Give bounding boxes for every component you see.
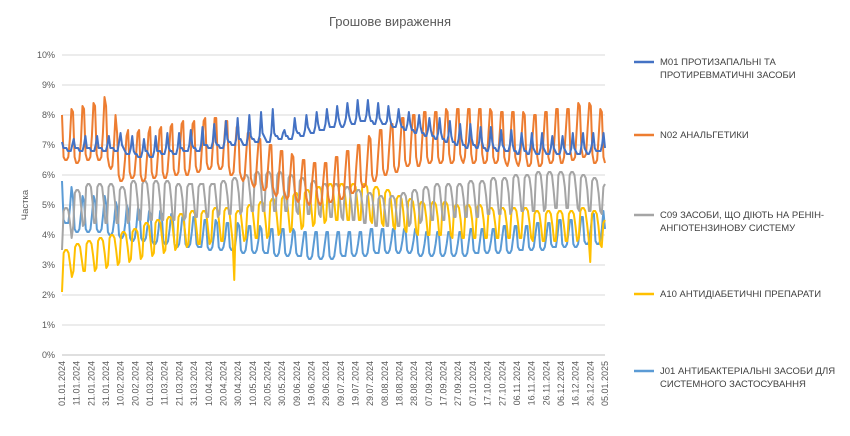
x-tick-label: 30.05.2024: [277, 361, 287, 406]
x-tick-label: 21.01.2024: [86, 361, 96, 406]
x-tick-label: 17.10.2024: [483, 361, 493, 406]
y-tick-label: 1%: [42, 320, 55, 330]
legend-item-j01: J01 АНТИБАКТЕРІАЛЬНІ ЗАСОБИ ДЛЯ СИСТЕМНОГ…: [634, 366, 835, 390]
x-tick-label: 27.09.2024: [453, 361, 463, 406]
x-tick-label: 27.10.2024: [497, 361, 507, 406]
x-tick-label: 10.04.2024: [204, 361, 214, 406]
y-tick-label: 3%: [42, 260, 55, 270]
x-tick-label: 31.01.2024: [101, 361, 111, 406]
x-tick-label: 01.03.2024: [145, 361, 155, 406]
series-line-j01: [61, 180, 606, 260]
x-tick-label: 10.05.2024: [248, 361, 258, 406]
x-tick-label: 16.12.2024: [571, 361, 581, 406]
x-axis-ticks: 01.01.2024 11.01.2024 21.01.2024 31.01.2024…: [57, 361, 610, 406]
y-tick-label: 5%: [42, 200, 55, 210]
x-tick-label: 09.06.2024: [292, 361, 302, 406]
x-tick-label: 26.12.2024: [585, 361, 595, 406]
x-tick-label: 06.12.2024: [556, 361, 566, 406]
x-tick-label: 09.07.2024: [336, 361, 346, 406]
x-tick-label: 29.06.2024: [321, 361, 331, 406]
x-tick-label: 28.08.2024: [409, 361, 419, 406]
y-axis-label: Частка: [20, 189, 31, 220]
x-tick-label: 19.07.2024: [351, 361, 361, 406]
x-tick-label: 26.11.2024: [541, 361, 551, 405]
y-tick-label: 10%: [37, 50, 55, 60]
legend-label: N02 АНАЛЬГЕТИКИ: [660, 130, 749, 141]
legend-label: ПРОТИРЕВМАТИЧНІ ЗАСОБИ: [660, 70, 796, 81]
y-axis-ticks: 0% 1% 2% 3% 4% 5% 6% 7% 8% 9% 10%: [37, 50, 55, 360]
x-tick-label: 19.06.2024: [306, 361, 316, 406]
y-tick-label: 0%: [42, 350, 55, 360]
x-tick-label: 07.09.2024: [424, 361, 434, 406]
x-tick-label: 05.01.2025: [600, 361, 610, 406]
legend-label: АНГІОТЕНЗИНОВУ СИСТЕМУ: [660, 223, 796, 234]
x-tick-label: 21.03.2024: [174, 361, 184, 406]
legend-item-a10: A10 АНТИДІАБЕТИЧНІ ПРЕПАРАТИ: [634, 289, 821, 300]
x-tick-label: 17.09.2024: [439, 361, 449, 406]
legend-label: J01 АНТИБАКТЕРІАЛЬНІ ЗАСОБИ ДЛЯ: [660, 366, 835, 377]
y-tick-label: 9%: [42, 80, 55, 90]
x-tick-label: 07.10.2024: [468, 361, 478, 406]
x-tick-label: 11.01.2024: [72, 361, 82, 405]
x-tick-label: 20.05.2024: [262, 361, 272, 406]
legend-label: M01 ПРОТИЗАПАЛЬНІ ТА: [660, 57, 777, 68]
x-tick-label: 31.03.2024: [189, 361, 199, 406]
y-tick-label: 6%: [42, 170, 55, 180]
chart-title: Грошове вираження: [329, 14, 451, 29]
x-tick-label: 10.02.2024: [116, 361, 126, 406]
x-tick-label: 08.08.2024: [380, 361, 390, 406]
legend-item-n02: N02 АНАЛЬГЕТИКИ: [634, 130, 749, 141]
series-lines: [61, 96, 606, 293]
legend-label: C09 ЗАСОБИ, ЩО ДІЮТЬ НА РЕНІН-: [660, 210, 824, 221]
legend-item-m01: M01 ПРОТИЗАПАЛЬНІ ТА ПРОТИРЕВМАТИЧНІ ЗАСО…: [634, 57, 796, 81]
x-tick-label: 20.04.2024: [218, 361, 228, 406]
y-tick-label: 8%: [42, 110, 55, 120]
x-tick-label: 16.11.2024: [527, 361, 537, 405]
legend: M01 ПРОТИЗАПАЛЬНІ ТА ПРОТИРЕВМАТИЧНІ ЗАСО…: [634, 57, 835, 390]
x-tick-label: 29.07.2024: [365, 361, 375, 406]
y-tick-label: 7%: [42, 140, 55, 150]
series-line-m01: [61, 99, 606, 158]
x-tick-label: 18.08.2024: [395, 361, 405, 406]
x-tick-label: 11.03.2024: [160, 361, 170, 405]
legend-label: A10 АНТИДІАБЕТИЧНІ ПРЕПАРАТИ: [660, 289, 821, 300]
series-line-n02: [61, 96, 606, 206]
legend-label: СИСТЕМНОГО ЗАСТОСУВАННЯ: [660, 379, 806, 390]
x-tick-label: 01.01.2024: [57, 361, 67, 406]
x-tick-label: 06.11.2024: [512, 361, 522, 405]
x-tick-label: 30.04.2024: [233, 361, 243, 406]
x-tick-label: 20.02.2024: [130, 361, 140, 406]
y-tick-label: 2%: [42, 290, 55, 300]
y-tick-label: 4%: [42, 230, 55, 240]
legend-item-c09: C09 ЗАСОБИ, ЩО ДІЮТЬ НА РЕНІН- АНГІОТЕНЗИ…: [634, 210, 824, 234]
